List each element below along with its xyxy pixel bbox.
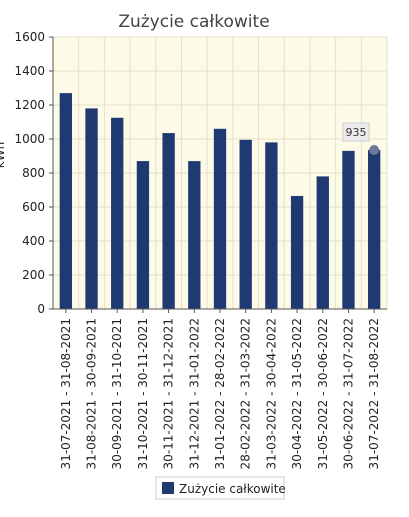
x-tick-label: 30-09-2021 - 31-10-2021 — [110, 318, 124, 469]
y-tick-label: 1600 — [14, 30, 45, 44]
x-tick-label: 30-06-2022 - 31-07-2022 — [341, 318, 355, 469]
chart-title: Zużycie całkowite — [118, 12, 269, 32]
legend[interactable]: Zużycie całkowite — [155, 476, 286, 500]
bar[interactable] — [265, 142, 278, 309]
bar[interactable] — [316, 176, 329, 309]
bar[interactable] — [367, 150, 381, 309]
y-tick-label: 200 — [22, 268, 45, 282]
y-tick-label: 600 — [22, 200, 45, 214]
bar[interactable] — [162, 133, 175, 309]
y-tick-label: 800 — [22, 166, 45, 180]
bar[interactable] — [111, 117, 124, 309]
tooltip-box — [342, 122, 370, 142]
bars — [59, 93, 381, 310]
bar[interactable] — [188, 161, 201, 309]
y-tick-label: 1200 — [14, 98, 45, 112]
bar[interactable] — [239, 139, 252, 309]
legend-box — [155, 476, 285, 500]
y-tick-label: 1000 — [14, 132, 45, 146]
y-axis: 0 200 400 600 800 1000 1200 1400 1600 — [14, 30, 53, 316]
x-tick-label: 31-07-2021 - 31-08-2021 — [59, 318, 73, 469]
x-tick-label: 31-10-2021 - 30-11-2021 — [136, 318, 150, 469]
x-tick-label: 30-11-2021 - 31-12-2021 — [162, 318, 176, 469]
hover-marker — [369, 145, 380, 156]
tooltip-label: 935 — [346, 126, 367, 139]
x-tick-label: 31-01-2022 - 28-02-2022 — [213, 318, 227, 469]
x-tick-label: 31-08-2021 - 30-09-2021 — [85, 318, 99, 469]
x-tick-label: 31-12-2021 - 31-01-2022 — [187, 318, 201, 469]
y-tick-label: 0 — [37, 302, 45, 316]
legend-swatch — [162, 482, 174, 494]
bar[interactable] — [290, 195, 304, 309]
bar[interactable] — [85, 108, 98, 310]
x-tick-label: 31-07-2022 - 31-08-2022 — [367, 318, 381, 469]
y-tick-label: 400 — [22, 234, 45, 248]
bar[interactable] — [342, 150, 355, 309]
bar[interactable] — [136, 161, 150, 309]
bar[interactable] — [59, 93, 73, 309]
legend-label: Zużycie całkowite — [179, 482, 286, 496]
y-tick-label: 1400 — [14, 64, 45, 78]
bar[interactable] — [213, 128, 227, 309]
x-tick-label: 28-02-2022 - 31-03-2022 — [239, 318, 253, 469]
x-tick-label: 31-03-2022 - 30-04-2022 — [264, 318, 278, 469]
x-tick-label: 31-05-2022 - 30-06-2022 — [316, 318, 330, 469]
data-tooltip: 935 — [342, 122, 370, 142]
y-axis-label: kWh — [0, 142, 7, 168]
x-tick-label: 30-04-2022 - 31-05-2022 — [290, 318, 304, 469]
x-axis: 31-07-2021 - 31-08-2021 31-08-2021 - 30-0… — [59, 309, 381, 469]
